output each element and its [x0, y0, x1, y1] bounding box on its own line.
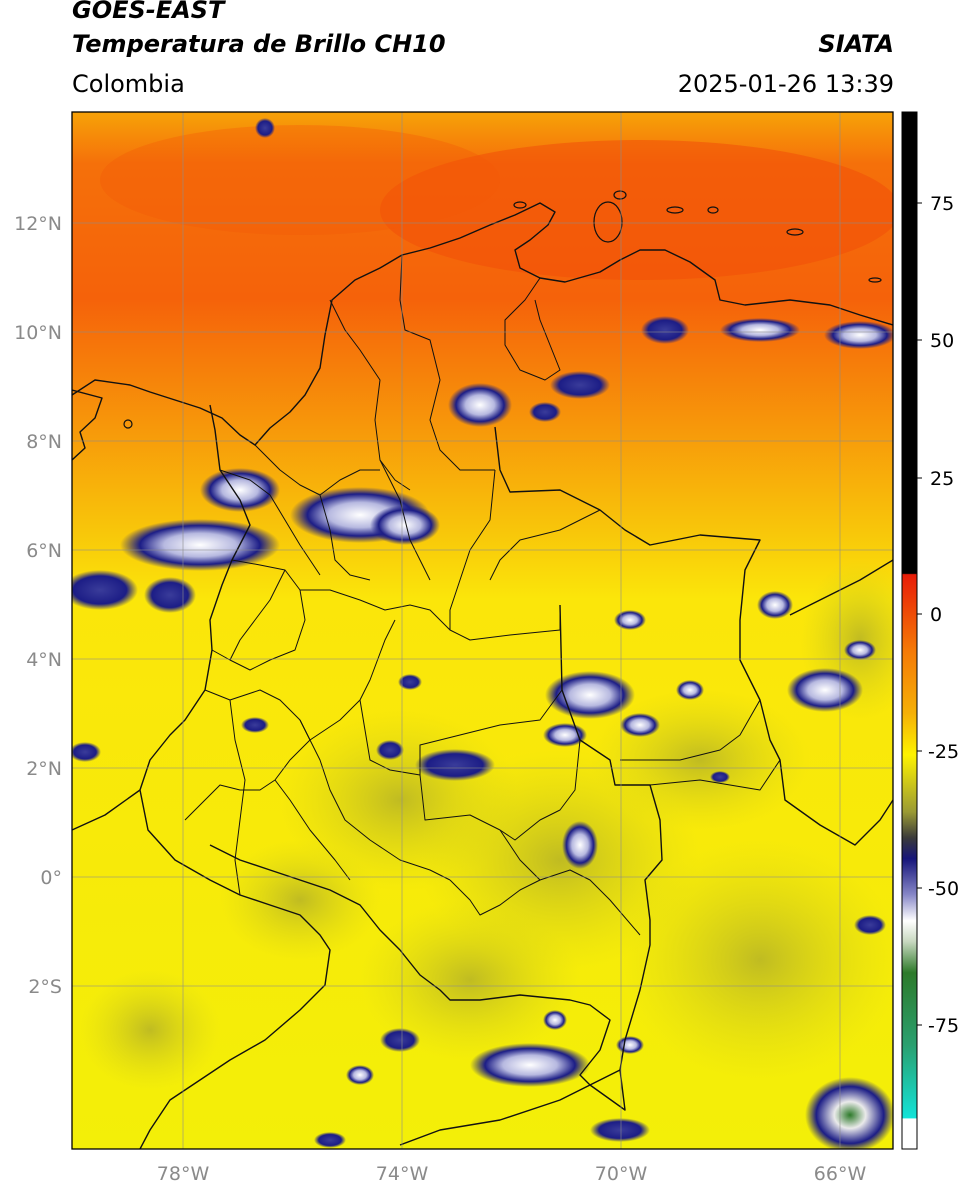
- organization-label: SIATA: [818, 30, 894, 58]
- datetime-label: 2025-01-26 13:39: [677, 70, 894, 98]
- colorbar-gradient: [901, 111, 918, 1150]
- colorbar-tick: 25: [930, 468, 954, 490]
- lat-label: 2°S: [28, 976, 62, 998]
- colorbar-tick: 75: [930, 193, 954, 215]
- colorbar-tick: 50: [930, 330, 954, 352]
- colorbar-tick: -75: [928, 1015, 959, 1037]
- longitude-labels: 78°W 74°W 70°W 66°W: [157, 1163, 867, 1185]
- lat-label: 0°: [40, 867, 62, 889]
- lat-label: 6°N: [26, 540, 62, 562]
- region-label: Colombia: [72, 70, 185, 98]
- lat-label: 4°N: [26, 649, 62, 671]
- graticule: [72, 112, 893, 1149]
- lon-label: 74°W: [376, 1163, 429, 1185]
- map-frame: [71, 111, 894, 1150]
- colorbar: 75 50 25 0 -25 -50 -75: [901, 111, 959, 1150]
- warm-band: [380, 140, 893, 280]
- country-borders: [72, 202, 893, 1149]
- colorbar-tick: -25: [928, 741, 959, 763]
- lat-label: 10°N: [14, 322, 62, 344]
- islands: [123, 190, 882, 429]
- lat-label: 12°N: [14, 213, 62, 235]
- department-borders: [184, 254, 781, 936]
- lat-label: 2°N: [26, 758, 62, 780]
- colorbar-tick: -50: [928, 878, 959, 900]
- latitude-labels: 12°N 10°N 8°N 6°N 4°N 2°N 0° 2°S: [14, 213, 62, 998]
- product-title: Temperatura de Brillo CH10: [72, 30, 446, 58]
- colorbar-tick: 0: [930, 604, 942, 626]
- satellite-title: GOES-EAST: [72, 0, 225, 24]
- lat-label: 8°N: [26, 431, 62, 453]
- lon-label: 66°W: [814, 1163, 867, 1185]
- cold-cloud-tops: [72, 118, 893, 1149]
- amazon-olive-patches: [80, 560, 893, 1090]
- lon-label: 70°W: [595, 1163, 648, 1185]
- lon-label: 78°W: [157, 1163, 210, 1185]
